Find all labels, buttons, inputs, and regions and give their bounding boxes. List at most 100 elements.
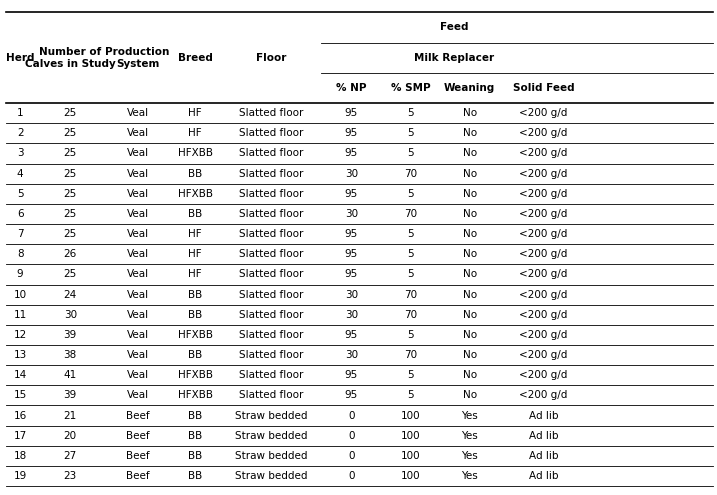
- Text: HF: HF: [188, 128, 202, 138]
- Text: Yes: Yes: [461, 451, 478, 461]
- Text: Slatted floor: Slatted floor: [239, 169, 303, 179]
- Text: Veal: Veal: [127, 310, 148, 320]
- Text: Beef: Beef: [126, 431, 149, 441]
- Text: HF: HF: [188, 108, 202, 118]
- Text: BB: BB: [188, 410, 202, 421]
- Text: No: No: [462, 148, 477, 158]
- Text: Floor: Floor: [256, 53, 286, 63]
- Text: <200 g/d: <200 g/d: [519, 209, 568, 219]
- Text: Beef: Beef: [126, 451, 149, 461]
- Text: Slatted floor: Slatted floor: [239, 128, 303, 138]
- Text: 39: 39: [64, 391, 77, 400]
- Text: No: No: [462, 229, 477, 239]
- Text: Straw bedded: Straw bedded: [234, 410, 308, 421]
- Text: 95: 95: [345, 229, 358, 239]
- Text: Milk Replacer: Milk Replacer: [414, 53, 494, 63]
- Text: BB: BB: [188, 169, 202, 179]
- Text: 17: 17: [14, 431, 27, 441]
- Text: 100: 100: [401, 471, 421, 481]
- Text: 7: 7: [16, 229, 24, 239]
- Text: <200 g/d: <200 g/d: [519, 370, 568, 380]
- Text: <200 g/d: <200 g/d: [519, 169, 568, 179]
- Text: <200 g/d: <200 g/d: [519, 391, 568, 400]
- Text: 12: 12: [14, 330, 27, 340]
- Text: 26: 26: [64, 249, 77, 259]
- Text: 5: 5: [407, 128, 414, 138]
- Text: 70: 70: [404, 209, 417, 219]
- Text: HF: HF: [188, 229, 202, 239]
- Text: BB: BB: [188, 431, 202, 441]
- Text: 5: 5: [407, 148, 414, 158]
- Text: Straw bedded: Straw bedded: [234, 471, 308, 481]
- Text: BB: BB: [188, 310, 202, 320]
- Text: Veal: Veal: [127, 290, 148, 299]
- Text: 3: 3: [16, 148, 24, 158]
- Text: BB: BB: [188, 451, 202, 461]
- Text: 38: 38: [64, 350, 77, 360]
- Text: 5: 5: [407, 108, 414, 118]
- Text: 1: 1: [16, 108, 24, 118]
- Text: Veal: Veal: [127, 269, 148, 280]
- Text: No: No: [462, 249, 477, 259]
- Text: 30: 30: [345, 290, 358, 299]
- Text: Slatted floor: Slatted floor: [239, 189, 303, 199]
- Text: Slatted floor: Slatted floor: [239, 350, 303, 360]
- Text: Slatted floor: Slatted floor: [239, 249, 303, 259]
- Text: HFXBB: HFXBB: [178, 330, 212, 340]
- Text: No: No: [462, 310, 477, 320]
- Text: <200 g/d: <200 g/d: [519, 189, 568, 199]
- Text: Slatted floor: Slatted floor: [239, 391, 303, 400]
- Text: 0: 0: [348, 451, 355, 461]
- Text: 5: 5: [407, 370, 414, 380]
- Text: Veal: Veal: [127, 330, 148, 340]
- Text: 30: 30: [345, 169, 358, 179]
- Text: 0: 0: [348, 410, 355, 421]
- Text: 0: 0: [348, 431, 355, 441]
- Text: BB: BB: [188, 471, 202, 481]
- Text: <200 g/d: <200 g/d: [519, 290, 568, 299]
- Text: 5: 5: [407, 391, 414, 400]
- Text: <200 g/d: <200 g/d: [519, 148, 568, 158]
- Text: 5: 5: [407, 229, 414, 239]
- Text: Yes: Yes: [461, 471, 478, 481]
- Text: 18: 18: [14, 451, 27, 461]
- Text: 4: 4: [16, 169, 24, 179]
- Text: 100: 100: [401, 451, 421, 461]
- Text: Straw bedded: Straw bedded: [234, 431, 308, 441]
- Text: Slatted floor: Slatted floor: [239, 370, 303, 380]
- Text: Weaning: Weaning: [444, 83, 495, 93]
- Text: 21: 21: [64, 410, 77, 421]
- Text: Beef: Beef: [126, 410, 149, 421]
- Text: HFXBB: HFXBB: [178, 370, 212, 380]
- Text: % SMP: % SMP: [391, 83, 431, 93]
- Text: No: No: [462, 370, 477, 380]
- Text: % NP: % NP: [336, 83, 366, 93]
- Text: 25: 25: [64, 229, 77, 239]
- Text: 14: 14: [14, 370, 27, 380]
- Text: No: No: [462, 269, 477, 280]
- Text: Ad lib: Ad lib: [528, 431, 559, 441]
- Text: Veal: Veal: [127, 108, 148, 118]
- Text: No: No: [462, 209, 477, 219]
- Text: 20: 20: [64, 431, 77, 441]
- Text: <200 g/d: <200 g/d: [519, 310, 568, 320]
- Text: Production
System: Production System: [105, 47, 170, 69]
- Text: 25: 25: [64, 269, 77, 280]
- Text: HF: HF: [188, 269, 202, 280]
- Text: Slatted floor: Slatted floor: [239, 209, 303, 219]
- Text: Slatted floor: Slatted floor: [239, 330, 303, 340]
- Text: 5: 5: [16, 189, 24, 199]
- Text: 24: 24: [64, 290, 77, 299]
- Text: No: No: [462, 290, 477, 299]
- Text: Slatted floor: Slatted floor: [239, 290, 303, 299]
- Text: Veal: Veal: [127, 391, 148, 400]
- Text: 6: 6: [16, 209, 24, 219]
- Text: HFXBB: HFXBB: [178, 148, 212, 158]
- Text: 25: 25: [64, 108, 77, 118]
- Text: HFXBB: HFXBB: [178, 391, 212, 400]
- Text: 95: 95: [345, 148, 358, 158]
- Text: <200 g/d: <200 g/d: [519, 229, 568, 239]
- Text: Yes: Yes: [461, 410, 478, 421]
- Text: 30: 30: [64, 310, 77, 320]
- Text: 30: 30: [345, 209, 358, 219]
